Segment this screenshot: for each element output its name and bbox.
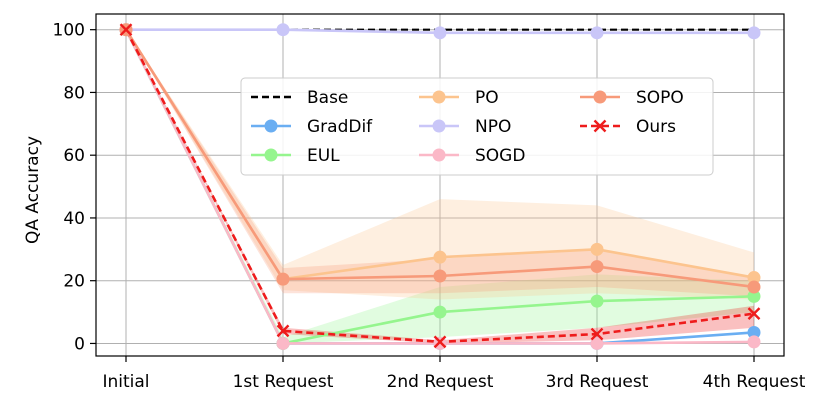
point-ours <box>119 23 133 37</box>
point-x-stroke <box>119 23 133 37</box>
point-x-stroke <box>433 335 447 349</box>
legend-item-graddif: GradDif <box>251 117 373 137</box>
point-npo <box>276 23 290 37</box>
legend-swatch-marker <box>432 119 446 133</box>
legend-item-base: Base <box>251 88 348 108</box>
legend-label: EUL <box>307 146 340 166</box>
legend-box <box>240 77 714 176</box>
point-npo <box>590 26 604 40</box>
band-po <box>126 29 754 300</box>
legend-label: NPO <box>475 117 511 137</box>
x-tick-label: 1st Request <box>233 372 334 392</box>
point-po <box>590 242 604 256</box>
legend-label: PO <box>475 88 499 108</box>
x-tick-label: Initial <box>102 372 149 392</box>
point-npo <box>433 26 447 40</box>
point-eul <box>747 289 761 303</box>
legend-item-ours: Ours <box>580 117 676 137</box>
legend-swatch-marker <box>264 119 278 133</box>
point-eul <box>590 294 604 308</box>
y-axis-title: QA Accuracy <box>23 136 43 244</box>
y-tick-label: 80 <box>63 83 85 103</box>
legend-item-po: PO <box>419 88 499 108</box>
series-markers <box>119 23 761 350</box>
point-ours <box>433 335 447 349</box>
point-x-stroke <box>747 307 761 320</box>
legend-swatch-marker <box>593 90 607 104</box>
point-ours <box>747 307 761 320</box>
legend-swatch-marker <box>432 90 446 104</box>
point-sogd <box>590 336 604 350</box>
legend-item-sogd: SOGD <box>419 146 525 166</box>
point-eul <box>433 305 447 319</box>
y-tick-label: 0 <box>74 334 85 354</box>
legend-swatch-marker <box>432 148 446 162</box>
band-sopo <box>126 29 754 297</box>
point-po <box>747 271 761 285</box>
x-axis-ticks: Initial 1st Request 2nd Request 3rd Request… <box>102 356 806 392</box>
point-sopo <box>590 260 604 274</box>
y-tick-label: 20 <box>63 272 85 292</box>
point-po <box>433 250 447 264</box>
y-tick-label: 40 <box>63 209 85 229</box>
legend-item-sopo: SOPO <box>580 88 684 108</box>
point-npo <box>747 26 761 40</box>
x-tick-label: 2nd Request <box>387 372 494 392</box>
point-x-stroke <box>590 327 604 341</box>
legend-label: SOPO <box>636 88 684 108</box>
x-tick-label: 3rd Request <box>546 372 649 392</box>
legend-swatch-marker <box>593 119 607 133</box>
point-ours <box>276 324 290 338</box>
legend-label: Base <box>307 88 348 108</box>
point-sopo <box>276 272 290 286</box>
y-tick-label: 60 <box>63 146 85 166</box>
point-sogd <box>276 336 290 350</box>
point-sopo <box>747 280 761 294</box>
point-ours <box>590 327 604 341</box>
legend-item-eul: EUL <box>251 146 340 166</box>
legend-item-npo: NPO <box>419 117 511 137</box>
y-tick-label: 100 <box>53 21 85 41</box>
confidence-bands <box>126 29 754 344</box>
y-axis-ticks: 0 20 40 60 80 100 <box>53 21 96 354</box>
legend-label: Ours <box>636 117 676 137</box>
point-sopo <box>433 269 447 283</box>
legend: Base GradDif EUL PO NPO SOGD SOPO Ours <box>240 77 714 176</box>
point-x-stroke <box>276 324 290 338</box>
legend-label: GradDif <box>307 117 373 137</box>
x-tick-label: 4th Request <box>703 372 806 392</box>
point-graddif <box>747 325 761 339</box>
band-eul <box>126 29 754 344</box>
point-sogd <box>747 335 761 349</box>
legend-swatch-marker <box>264 148 278 162</box>
legend-label: SOGD <box>475 146 525 166</box>
